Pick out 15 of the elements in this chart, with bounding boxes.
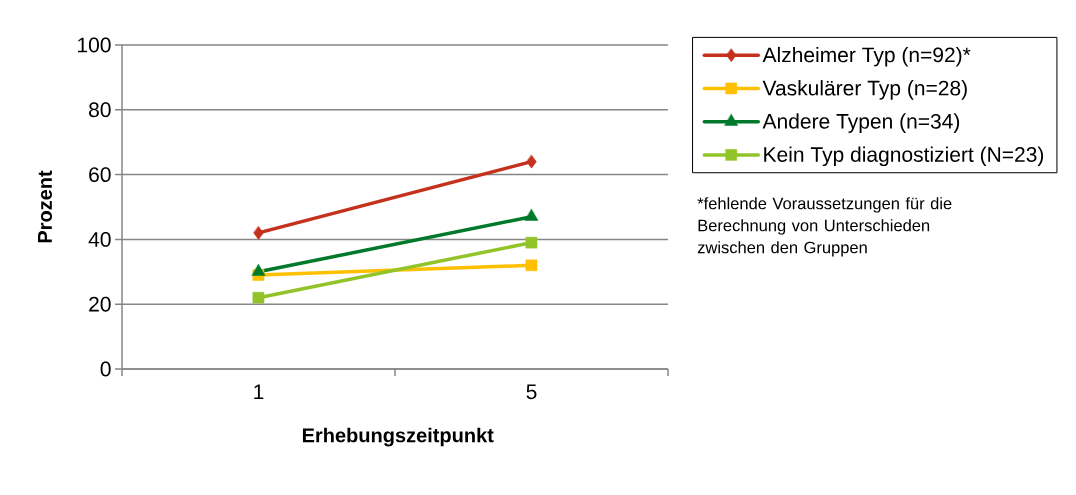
legend-label: Kein Typ diagnostiziert (N=23) (764, 146, 1044, 167)
y-tick-label: 80 (89, 102, 111, 118)
legend-label: Vaskulärer Typ (n=28) (762, 80, 967, 100)
x-axis-title: Erhebungszeitpunkt (302, 427, 494, 447)
y-axis-title: Prozent (38, 170, 52, 243)
y-tick-label: 40 (88, 231, 111, 247)
x-tick-label: 5 (526, 384, 537, 400)
y-tick-label: 100 (78, 37, 111, 53)
y-tick-label: 60 (89, 167, 111, 183)
text: *fehlende Voraussetzungen für die Berechnung von Unterschieden zwischen den Gruppen (697, 197, 952, 257)
y-tick-label: 20 (89, 296, 111, 312)
legend-label: Andere Typen (n=34) (762, 113, 960, 133)
y-tick-label: 0 (100, 361, 111, 377)
x-tick-label: 1 (254, 384, 264, 399)
legend-label: Alzheimer Typ (n=92)* (762, 46, 971, 67)
